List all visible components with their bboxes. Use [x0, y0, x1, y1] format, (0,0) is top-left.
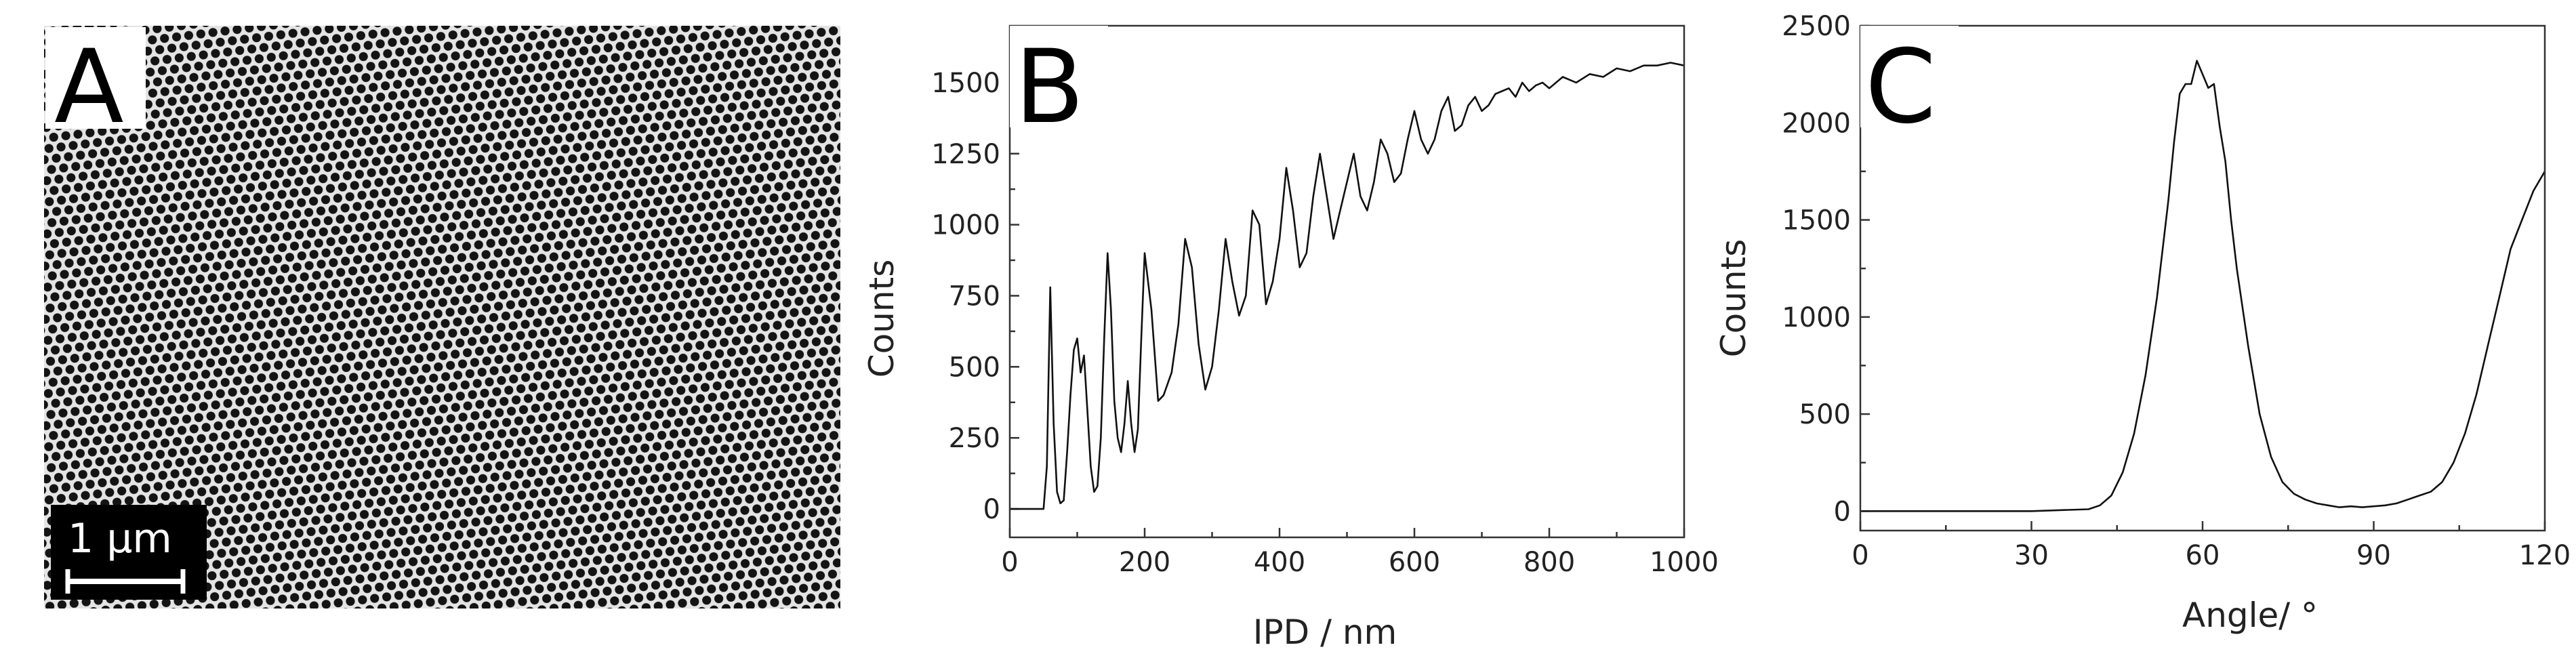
panel-a-label: A [54, 28, 124, 146]
chart-b-x-tick-label: 600 [1389, 547, 1440, 578]
chart-c-y-tick-label: 1500 [1782, 205, 1851, 236]
chart-c: 0 30 60 90 120 0 500 1000 1500 2000 2500 C Angle/ … [1714, 11, 2571, 635]
chart-c-y-tick-label: 2500 [1782, 11, 1851, 42]
panel-a-label-box [45, 27, 146, 129]
chart-c-frame [1859, 24, 2546, 532]
chart-b-y-tick-label: 0 [983, 494, 1000, 525]
chart-b-x-tick-label: 0 [1001, 547, 1018, 578]
chart-c-x-tick-label: 30 [2014, 540, 2049, 571]
chart-c-tick-labels: 0 30 60 90 120 0 500 1000 1500 2000 2500 [1782, 11, 2571, 571]
chart-b-frame [1008, 24, 1685, 539]
chart-c-x-tick-label: 60 [2186, 540, 2220, 571]
panel-b-label-box [1010, 26, 1108, 127]
chart-c-y-tick-label: 500 [1799, 399, 1851, 430]
panel-b-label: B [1015, 28, 1084, 146]
chart-b-y-tick-label: 750 [949, 281, 1000, 312]
chart-b-x-tick-label: 400 [1254, 547, 1305, 578]
chart-c-x-tick-label: 90 [2356, 540, 2391, 571]
chart-b-x-tick-label: 800 [1524, 547, 1575, 578]
chart-b-y-tick-label: 1000 [931, 210, 1000, 241]
chart-b-x-tick-label: 1000 [1650, 547, 1719, 578]
panel-a: A 1 μm [44, 26, 840, 609]
chart-c-x-axis-title: Angle/ ° [2182, 596, 2318, 635]
chart-b-x-axis-title: IPD / nm [1253, 613, 1397, 652]
chart-b-y-tick-label: 500 [949, 352, 1000, 383]
chart-c-x-tick-label: 0 [1852, 540, 1868, 571]
chart-b-y-axis-title: Counts [862, 260, 901, 378]
chart-c-x-tick-label: 120 [2519, 540, 2571, 571]
chart-b-series-line [1010, 62, 1685, 510]
chart-c-ticks [1859, 24, 2546, 531]
chart-c-y-axis-title: Counts [1714, 239, 1753, 358]
scale-bar-label: 1 μm [68, 515, 172, 562]
chart-c-y-tick-label: 0 [1834, 496, 1851, 527]
panel-c-label: C [1865, 28, 1936, 146]
chart-b-y-tick-label: 250 [949, 423, 1000, 454]
chart-b-y-tick-label: 1500 [931, 68, 1000, 99]
chart-b-x-tick-label: 200 [1119, 547, 1170, 578]
chart-c-y-tick-label: 2000 [1782, 108, 1851, 139]
chart-c-series-line [1860, 60, 2546, 512]
chart-b-y-tick-label: 1250 [931, 139, 1000, 170]
chart-b: 0 200 400 600 800 10000250500750100012501500 … [862, 24, 1719, 652]
chart-b-tick-labels: 0 200 400 600 800 1000 0 250 500 750 1000 1250 1500 [931, 68, 1719, 578]
chart-c-y-tick-label: 1000 [1782, 302, 1851, 333]
panel-c-label-box [1860, 26, 1959, 127]
